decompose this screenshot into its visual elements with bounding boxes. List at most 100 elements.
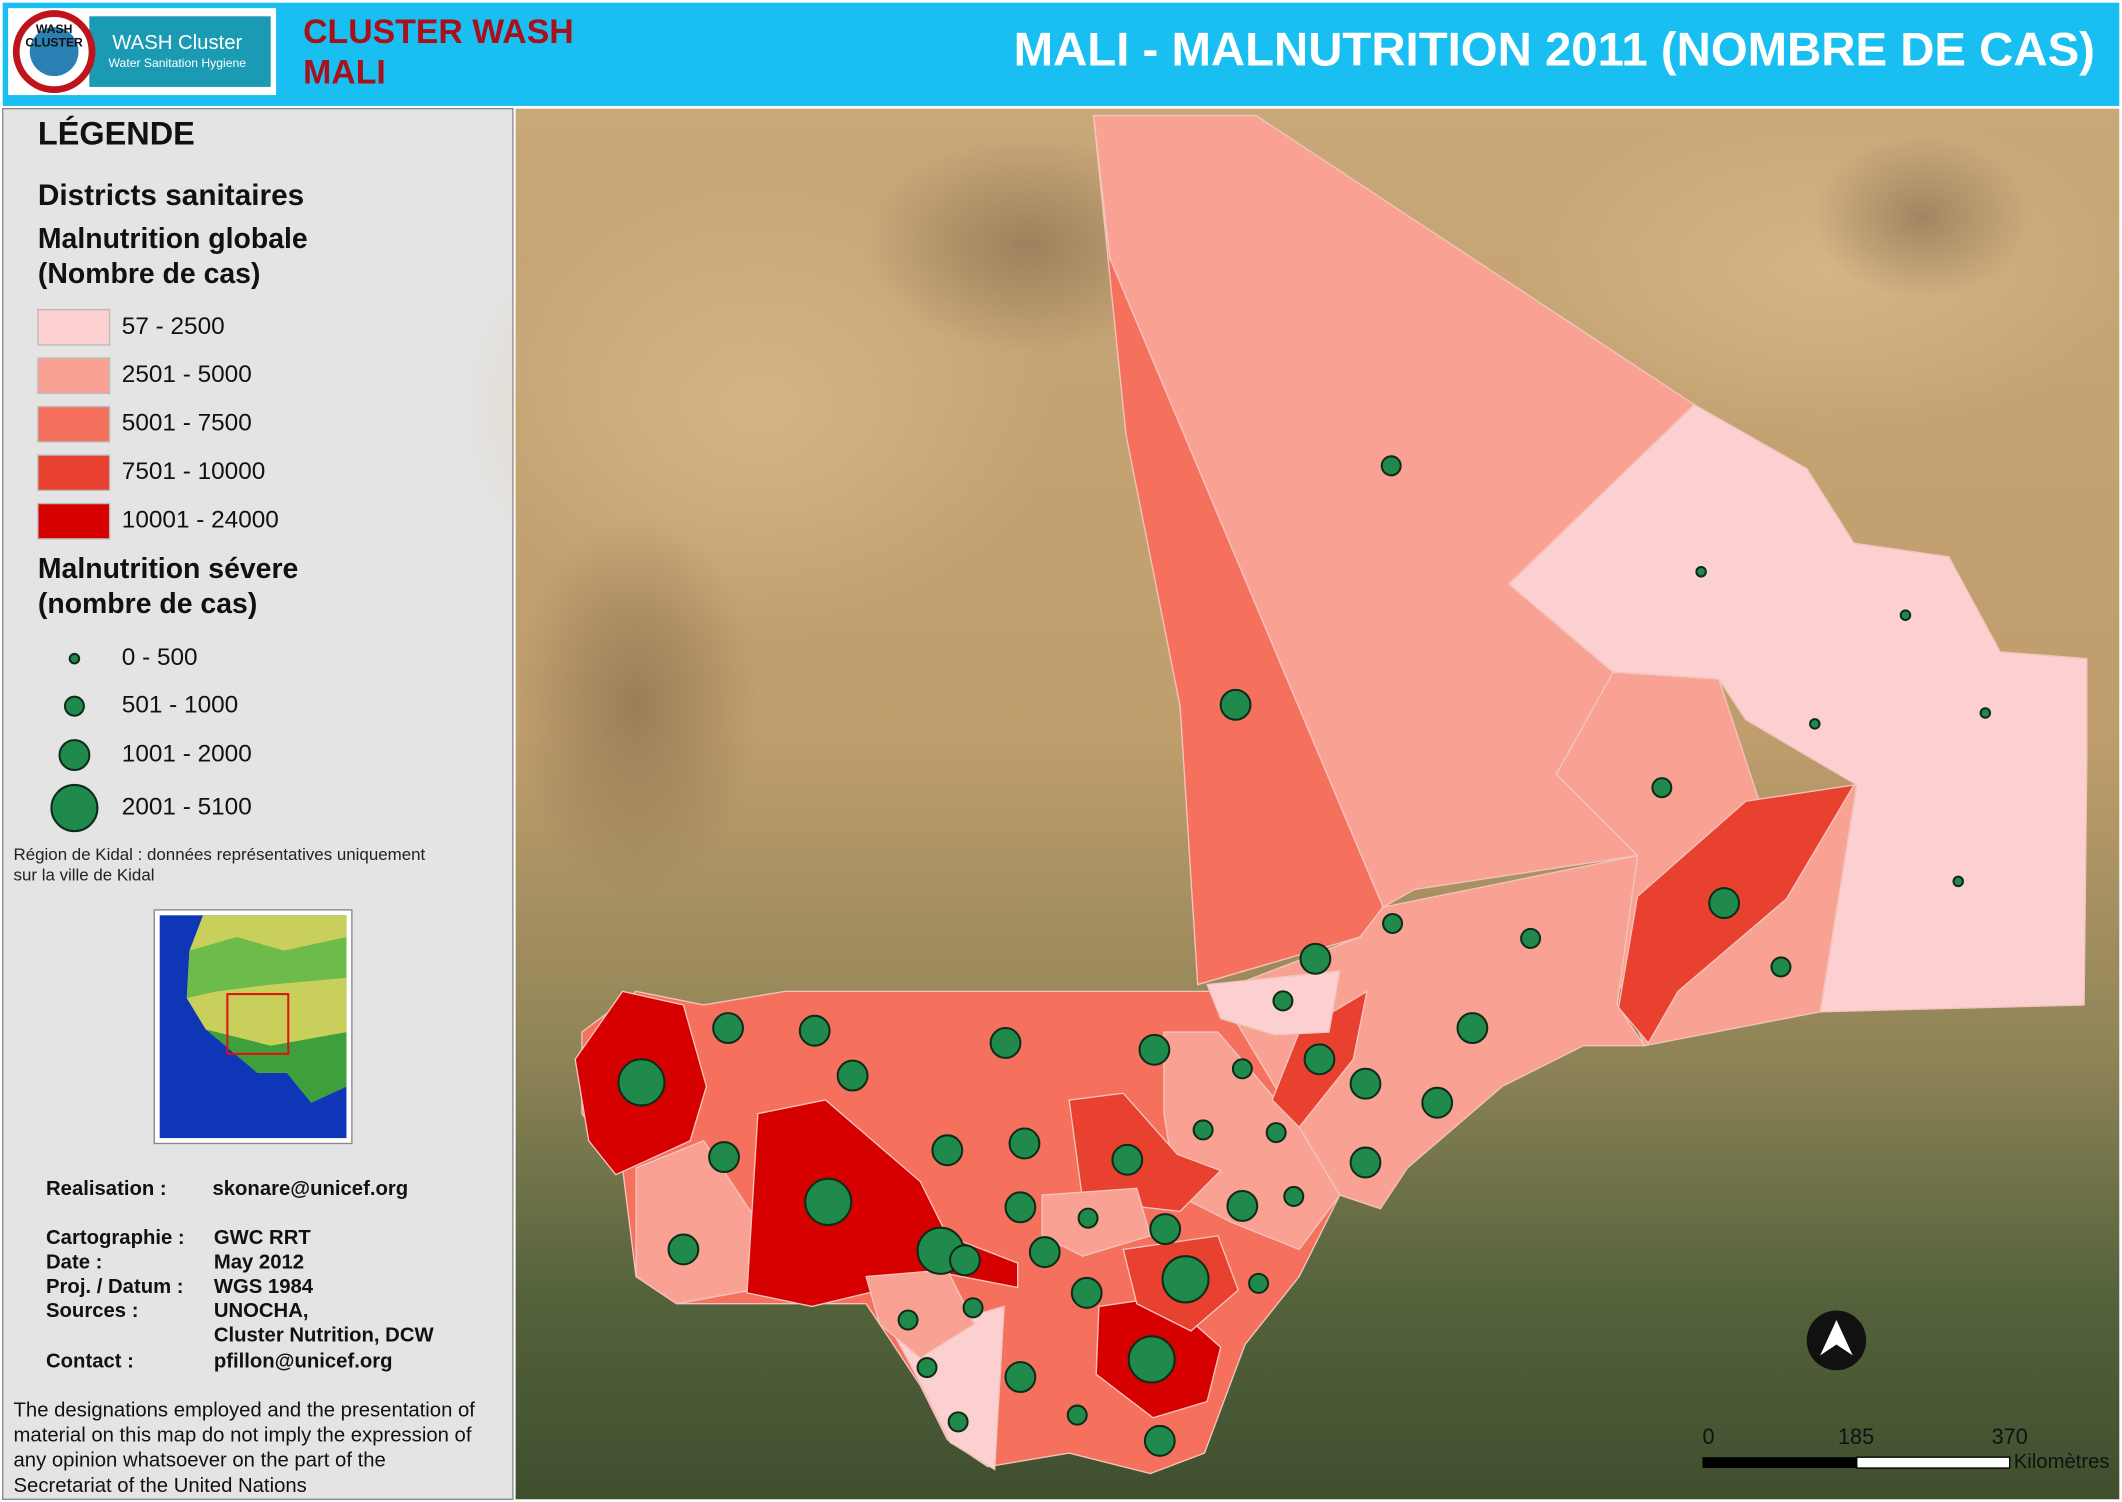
credit-value: UNOCHA,	[214, 1300, 309, 1322]
severe-point	[1226, 1189, 1259, 1222]
severe-point	[667, 1233, 700, 1266]
legend-label: 2001 - 5100	[122, 793, 252, 820]
legend-symbol	[68, 652, 81, 665]
severe-point	[1520, 927, 1542, 949]
severe-point	[1161, 1255, 1210, 1304]
legend-symbol	[50, 783, 99, 833]
disclaimer: The designations employed and the presen…	[14, 1399, 476, 1496]
legend-swatch	[37, 502, 111, 540]
legend-label: 7501 - 10000	[122, 458, 266, 485]
credit-label: Proj. / Datum :	[46, 1276, 184, 1298]
severe-point	[804, 1177, 853, 1226]
legend-group-title: Malnutrition sévere	[38, 553, 298, 585]
severe-point	[949, 1244, 981, 1277]
severe-point	[836, 1059, 869, 1092]
severe-point	[1077, 1207, 1099, 1229]
severe-point	[1380, 455, 1402, 477]
severe-point	[897, 1309, 919, 1331]
credit-value: WGS 1984	[214, 1276, 314, 1298]
logo-tagline: Water Sanitation Hygiene	[109, 56, 247, 70]
severe-point	[1219, 688, 1252, 721]
severe-point	[1952, 875, 1965, 888]
disclaimer-line: any opinion whatsoever on the part of th…	[14, 1450, 386, 1472]
global-legend: 57 - 2500 2501 - 5000 5001 - 7500 7501 - 10…	[37, 308, 279, 540]
terrain-texture	[1813, 135, 2030, 299]
header-bar	[2, 2, 2120, 106]
north-arrow-glyph	[1820, 1320, 1853, 1356]
legend-group-title: Malnutrition globale	[38, 223, 308, 255]
severe-point	[1149, 1213, 1182, 1245]
credit-value: skonare@unicef.org	[212, 1178, 408, 1200]
severe-point	[1127, 1335, 1176, 1384]
credit-label: Contact :	[46, 1350, 134, 1372]
severe-point	[1192, 1119, 1214, 1141]
org-name: MALI	[303, 54, 386, 92]
severe-legend: 0 - 500 501 - 1000 1001 - 2000 2001 - 5100	[50, 644, 252, 833]
legend-label: 2501 - 5000	[122, 361, 252, 388]
severe-point	[1651, 777, 1673, 799]
severe-point	[617, 1058, 666, 1107]
severe-point	[1979, 707, 1992, 719]
scale-segment	[1856, 1456, 2011, 1469]
credit-label: Realisation :	[46, 1178, 167, 1200]
credit-value: Cluster Nutrition, DCW	[214, 1325, 435, 1347]
credit-label: Cartographie :	[46, 1227, 185, 1249]
logo-banner	[89, 16, 271, 87]
severe-point	[1265, 1122, 1287, 1144]
terrain-texture	[514, 516, 758, 897]
legend-note: sur la ville de Kidal	[14, 865, 155, 884]
logo-badge-text: WASH	[36, 22, 72, 36]
disclaimer-line: The designations employed and the presen…	[14, 1399, 476, 1421]
legend-swatch	[37, 405, 111, 443]
severe-point	[1708, 887, 1741, 920]
legend-label: 57 - 2500	[122, 313, 225, 340]
legend-group-title: (nombre de cas)	[38, 588, 257, 620]
scale-unit: Kilomètres	[2014, 1451, 2110, 1473]
legend-symbol	[63, 695, 85, 717]
legend-swatch	[37, 308, 111, 346]
org-name: CLUSTER WASH	[303, 13, 574, 51]
credit-label: Sources :	[46, 1300, 138, 1322]
severe-point	[1349, 1146, 1382, 1179]
credit-value: GWC RRT	[214, 1227, 312, 1249]
legend-heading: LÉGENDE	[38, 114, 195, 151]
legend-swatch	[37, 357, 111, 395]
severe-point	[1066, 1404, 1088, 1426]
severe-point	[1456, 1012, 1489, 1044]
inset-land	[205, 1029, 347, 1103]
legend-label: 0 - 500	[122, 644, 198, 671]
severe-point	[1899, 609, 1912, 621]
severe-point	[1004, 1191, 1037, 1224]
legend-note: Région de Kidal : données représentative…	[14, 845, 426, 864]
logo-badge-text: CLUSTER	[25, 36, 83, 50]
severe-point	[1028, 1236, 1061, 1269]
severe-point	[1283, 1185, 1305, 1207]
severe-point	[1111, 1143, 1144, 1176]
district	[1617, 784, 1856, 1045]
map-title: MALI - MALNUTRITION 2011 (NOMBRE DE CAS)	[1014, 23, 2095, 76]
legend-label: 1001 - 2000	[122, 741, 252, 768]
scale-tick-label: 185	[1838, 1424, 1874, 1449]
severe-point	[1299, 942, 1332, 975]
severe-point	[1303, 1043, 1336, 1076]
severe-point	[962, 1297, 984, 1319]
severe-point	[1248, 1272, 1270, 1294]
legend-symbol	[58, 739, 91, 772]
severe-point	[1004, 1361, 1037, 1394]
credits: Realisation : skonare@unicef.org Cartograp…	[46, 1178, 434, 1373]
legend-subheading: Districts sanitaires	[38, 179, 304, 212]
severe-point	[1770, 956, 1792, 978]
disclaimer-line: Secretariat of the United Nations	[14, 1475, 307, 1497]
severe-point	[1382, 912, 1404, 934]
severe-point	[712, 1012, 744, 1044]
inset-extent	[226, 993, 290, 1055]
severe-point	[1138, 1033, 1171, 1066]
credit-label: Date :	[46, 1251, 102, 1273]
severe-point	[1143, 1424, 1176, 1457]
scale-tick-label: 370	[1992, 1424, 2028, 1449]
severe-point	[1070, 1276, 1103, 1309]
